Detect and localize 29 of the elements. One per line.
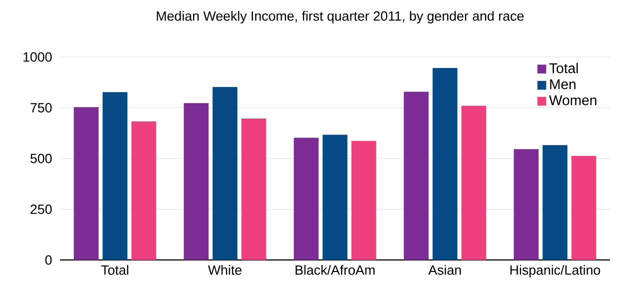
bar [241, 118, 266, 260]
bar [74, 107, 99, 260]
x-tick-label: Black/AfroAm [296, 264, 375, 275]
bar [322, 134, 348, 260]
x-tick-label: White [208, 264, 242, 275]
bar [294, 138, 319, 260]
y-tick-label: 250 [30, 204, 52, 214]
bar [351, 140, 376, 260]
y-tick-label: 1000 [24, 52, 52, 62]
bar [212, 87, 238, 260]
legend-label: Total [549, 62, 578, 74]
bar [184, 103, 209, 260]
legend-label: Women [549, 95, 596, 106]
legend-label: Men [550, 79, 576, 90]
bar [461, 106, 486, 260]
bar [102, 92, 128, 260]
x-tick-label: Total [101, 264, 128, 275]
bar [432, 68, 458, 260]
chart-title: Median Weekly Income, first quarter 2011, by gender and race [156, 10, 524, 24]
bar [131, 121, 156, 260]
y-tick-label: 0 [45, 255, 52, 265]
y-tick-label: 750 [30, 103, 52, 112]
x-tick-label: Asian [428, 264, 461, 275]
bar [542, 145, 568, 260]
bar [514, 149, 539, 260]
y-tick-label: 500 [30, 154, 52, 164]
bar [404, 92, 429, 260]
bar [571, 156, 596, 260]
x-tick-label: Hispanic/Latino [510, 264, 600, 278]
